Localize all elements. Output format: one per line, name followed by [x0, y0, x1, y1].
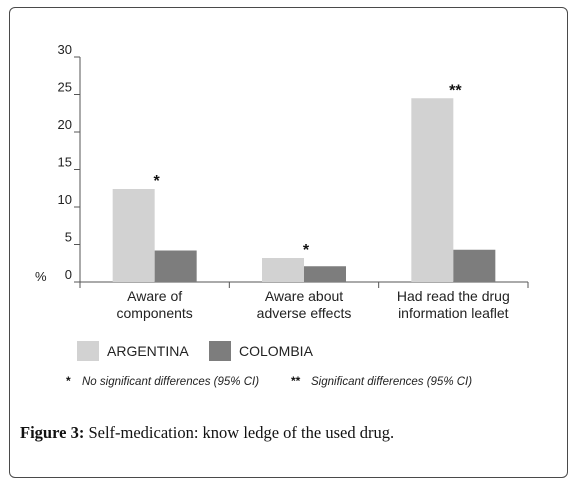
y-tick-label: 20 [58, 117, 72, 132]
y-axis-label: % [35, 269, 47, 284]
x-category-label: components [117, 305, 193, 321]
footnote-marker-single: * [66, 374, 71, 388]
footnote-marker-double: ** [291, 374, 301, 388]
bar-argentina [112, 189, 155, 282]
footnote-text-double: Significant differences (95% CI) [311, 376, 472, 388]
y-tick-label: 15 [58, 155, 72, 170]
y-tick-label: 30 [58, 42, 72, 57]
figure-frame [9, 7, 568, 478]
y-tick-label: 0 [65, 267, 72, 282]
legend-swatch-argentina [77, 341, 99, 361]
y-tick-label: 10 [58, 192, 72, 207]
x-category-label: Had read the drug [397, 288, 510, 304]
caption-text: Self-medication: know ledge of the used … [84, 423, 395, 442]
legend-swatch-colombia [209, 341, 231, 361]
x-category-label: adverse effects [257, 305, 352, 321]
bar-argentina [411, 98, 454, 282]
legend-label-argentina: ARGENTINA [107, 343, 189, 359]
bar-colombia [154, 250, 197, 282]
footnote-text-single: No significant differences (95% CI) [82, 376, 259, 388]
bar-argentina [262, 258, 304, 282]
figure-caption: Figure 3: Self-medication: know ledge of… [20, 423, 550, 443]
x-category-label: Aware of [127, 288, 182, 304]
significance-marker: * [154, 173, 161, 190]
significance-marker: ** [449, 82, 462, 99]
x-category-label: information leaflet [398, 305, 509, 321]
y-tick-label: 25 [58, 80, 72, 95]
bar-colombia [304, 266, 346, 282]
significance-marker: * [303, 242, 310, 259]
legend-label-colombia: COLOMBIA [239, 343, 314, 359]
x-category-label: Aware about [265, 288, 343, 304]
bar-colombia [453, 249, 496, 282]
y-tick-label: 5 [65, 230, 72, 245]
caption-label: Figure 3: [20, 423, 85, 442]
